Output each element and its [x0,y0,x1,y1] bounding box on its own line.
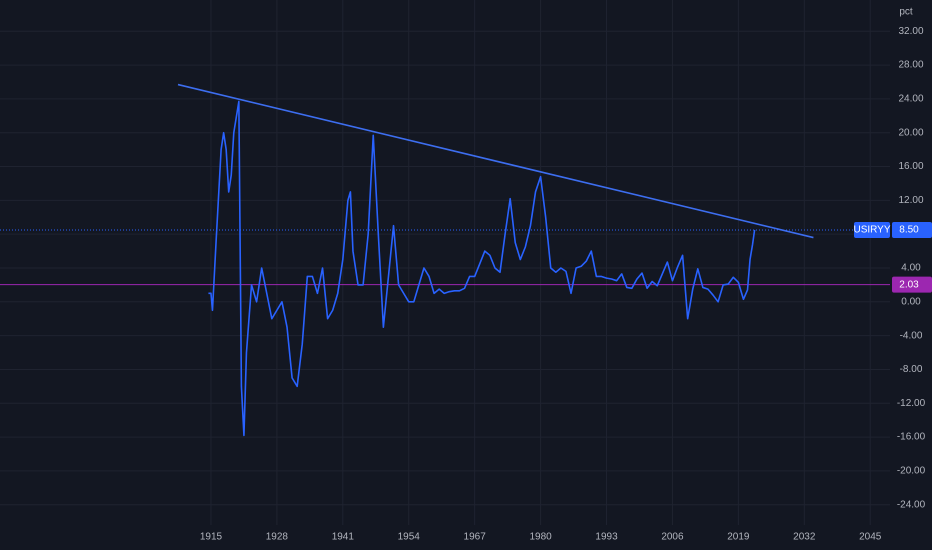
y-tick-label: 16.00 [898,161,923,172]
x-tick-label: 1928 [266,532,289,543]
y-tick-label: -4.00 [900,330,923,341]
y-tick-label: 32.00 [898,26,923,37]
y-tick-label: 0.00 [901,296,921,307]
x-tick-label: 1915 [200,532,223,543]
y-tick-label: 12.00 [898,195,923,206]
x-tick-label: 1954 [398,532,421,543]
x-tick-label: 2006 [661,532,684,543]
y-tick-label: 28.00 [898,60,923,71]
reference-label: 2.03 [899,279,919,290]
x-tick-label: 1941 [332,532,355,543]
x-tick-label: 1993 [595,532,618,543]
y-tick-label: 20.00 [898,127,923,138]
y-tick-label: -16.00 [897,432,926,443]
x-tick-label: 1980 [529,532,552,543]
series-name-tag [854,221,890,238]
x-tick-label: 2019 [727,532,750,543]
reference-tag [892,276,932,293]
series-name: USIRYY [853,225,890,236]
y-tick-label: -20.00 [897,466,926,477]
price-tag [892,221,932,238]
y-tick-label: -24.00 [897,499,926,510]
series-line [208,100,756,437]
y-tick-label: 4.00 [901,263,921,274]
x-tick-label: 2032 [793,532,816,543]
unit-label: pct [899,7,913,18]
x-tick-label: 2045 [859,532,882,543]
x-tick-label: 1967 [464,532,487,543]
price-label: 8.50 [899,225,919,236]
y-tick-label: 24.00 [898,94,923,105]
y-tick-label: -12.00 [897,398,926,409]
y-tick-label: -8.00 [900,364,923,375]
trendline [177,83,814,239]
